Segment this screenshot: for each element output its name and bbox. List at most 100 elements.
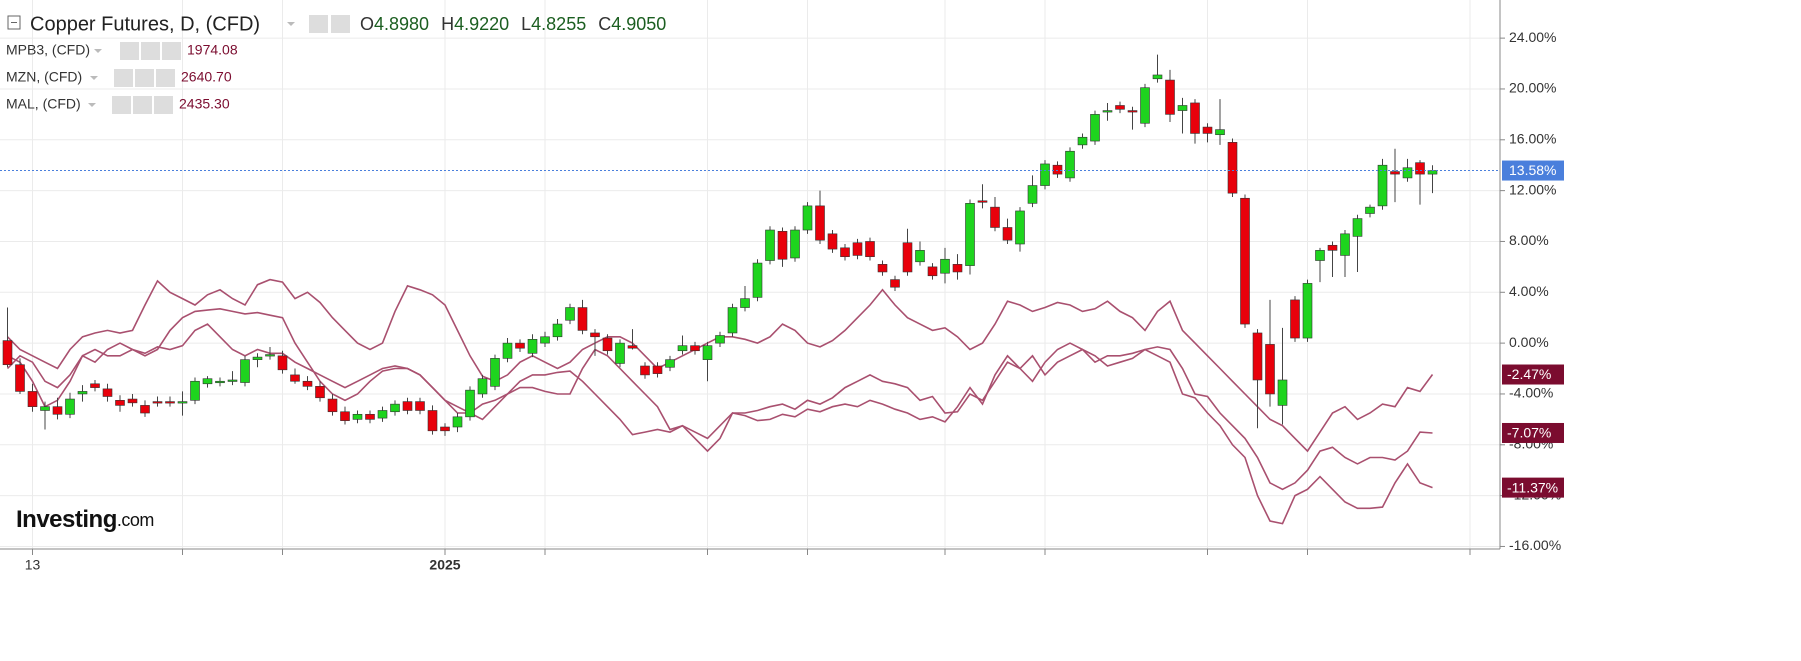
candle-body [827, 233, 838, 250]
candle-body [565, 307, 575, 321]
candle-body [1240, 197, 1250, 325]
end-label: -11.37% [1507, 479, 1558, 495]
logo-suffix: .com [117, 510, 154, 530]
candle-body [1327, 244, 1338, 251]
legend-icon[interactable] [156, 69, 175, 87]
candle-body [852, 242, 863, 256]
grid [0, 0, 1500, 549]
candle-body [1140, 87, 1150, 124]
candle-body [502, 342, 513, 359]
settings-icon[interactable] [331, 15, 350, 33]
candle-body [1065, 150, 1075, 179]
candle-body [1415, 162, 1425, 175]
candle-body [165, 401, 175, 404]
candle-body [765, 229, 775, 261]
candle-body [665, 359, 675, 368]
candle-body [1227, 142, 1238, 194]
candle-body [1252, 332, 1263, 381]
candle-body [402, 401, 413, 411]
candle-body [715, 335, 725, 344]
candle-body [677, 345, 688, 352]
candle-body [127, 398, 138, 404]
candle-body [202, 378, 213, 385]
chart-title: Copper Futures, D, (CFD) [30, 13, 260, 35]
candle-body [840, 247, 850, 258]
candle-body [77, 391, 88, 395]
candle-body [1127, 110, 1138, 113]
candle-body [452, 416, 463, 428]
candle-body [2, 340, 13, 366]
candle-body [540, 336, 550, 344]
collapse-icon[interactable] [7, 15, 21, 30]
x-tick-label: 13 [25, 557, 41, 573]
candle-body [915, 250, 925, 263]
candle-body [952, 264, 963, 273]
candle-body [577, 307, 588, 331]
quote-label: C [598, 14, 611, 34]
quote-value: 4.8255 [531, 14, 586, 34]
candle-body [352, 413, 363, 420]
header: Copper Futures, D, (CFD) O4.8980 H4.9220 L… [7, 13, 666, 35]
candle-body [515, 342, 525, 349]
candle-body [1015, 210, 1025, 245]
candle-body [327, 398, 338, 413]
legend-icon[interactable] [120, 42, 139, 60]
candle-body [790, 229, 800, 259]
candle-body [865, 241, 875, 258]
dropdown-icon[interactable] [287, 22, 295, 26]
legend-name: MPB3, (CFD) [6, 42, 90, 58]
candle-body [802, 205, 813, 231]
candle-body [1377, 164, 1388, 207]
candle-body [890, 279, 900, 288]
candle-body [440, 426, 450, 432]
candle-body [877, 264, 888, 273]
legend-name: MZN, (CFD) [6, 69, 82, 85]
y-tick-label: -4.00% [1509, 385, 1553, 401]
candle-body [177, 401, 188, 404]
legend: MPB3, (CFD) 1974.08 MZN, (CFD) 2640.70 MAL, … [6, 42, 238, 114]
line-series [6, 307, 1433, 491]
legend-icon[interactable] [133, 96, 152, 114]
candle-body [340, 411, 350, 421]
candle-body [302, 380, 313, 387]
legend-dropdown [88, 103, 96, 107]
candle-body [777, 230, 788, 260]
candle-body [152, 401, 163, 404]
candle-body [1052, 164, 1063, 175]
legend-icon[interactable] [135, 69, 154, 87]
axes: 24.00% 20.00% 16.00% 12.00% 8.00% 4.00% 0.00% -… [0, 0, 1564, 573]
end-label-box [1502, 422, 1564, 443]
legend-name: MAL, (CFD) [6, 96, 81, 112]
y-tick-label: 12.00% [1509, 181, 1556, 197]
candle-body [140, 405, 150, 414]
candle-body [227, 379, 238, 382]
legend-dropdown [94, 49, 102, 53]
candle-body [415, 401, 425, 411]
candle-body [1002, 227, 1013, 241]
candle-body [1202, 126, 1213, 134]
candle-body [977, 200, 988, 203]
candle-body [1077, 136, 1088, 146]
legend-icon[interactable] [162, 42, 181, 60]
candle-body [1302, 283, 1313, 339]
legend-icon[interactable] [154, 96, 173, 114]
end-label: -2.47% [1507, 366, 1551, 382]
candle-body [1352, 218, 1363, 237]
last-price-label: 13.58% [1509, 162, 1556, 178]
legend-dropdown [90, 76, 98, 80]
legend-icon[interactable] [112, 96, 131, 114]
legend-value: 2640.70 [181, 69, 232, 85]
candle-body [52, 406, 63, 415]
legend-icon[interactable] [141, 42, 160, 60]
candle-body [1290, 299, 1300, 339]
candle-body [115, 400, 125, 406]
legend-icon[interactable] [114, 69, 133, 87]
candle-body [277, 355, 288, 371]
y-tick-label: 8.00% [1509, 232, 1549, 248]
candle-body [65, 398, 75, 415]
candle-body [615, 342, 625, 364]
candle-body [727, 307, 738, 334]
eye-icon[interactable] [309, 15, 328, 33]
candle-body [1390, 171, 1400, 175]
